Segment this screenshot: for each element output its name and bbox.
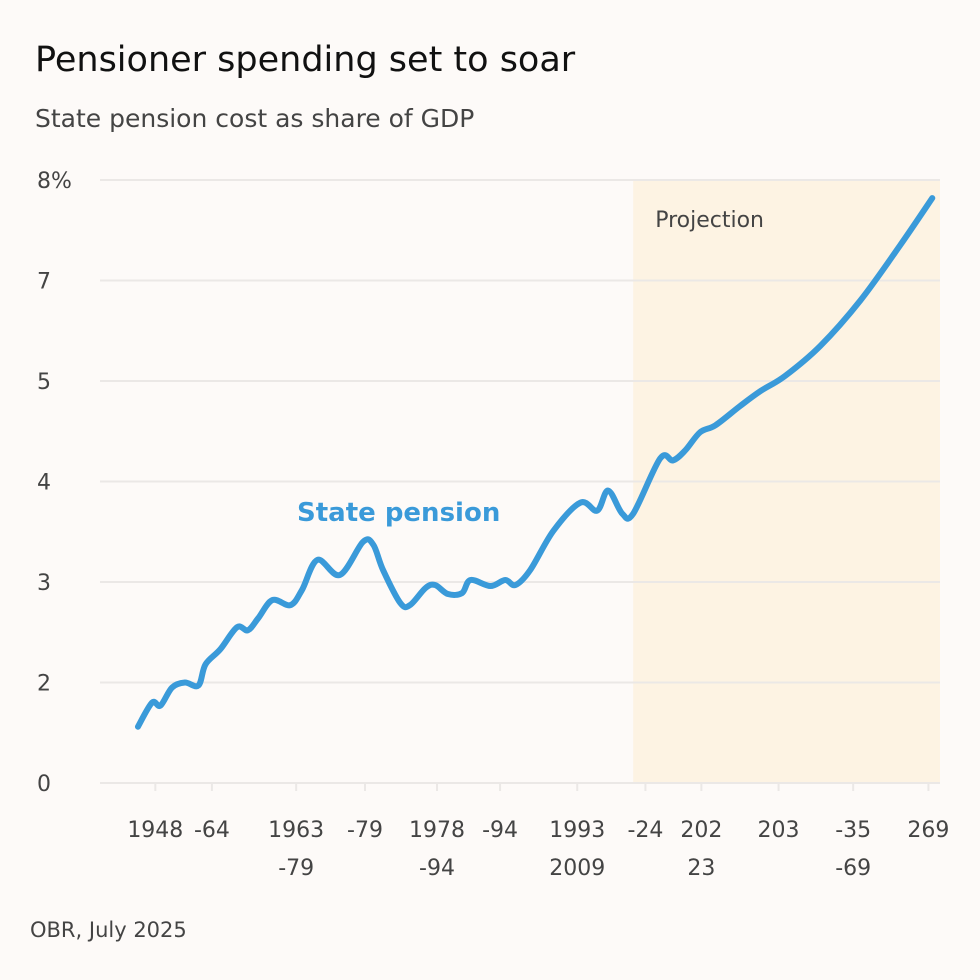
y-tick-label: 5 bbox=[37, 370, 51, 395]
x-tick-label: 203 bbox=[758, 818, 800, 843]
series-label: State pension bbox=[297, 498, 500, 528]
x-tick-label: 1993 bbox=[549, 818, 605, 843]
x-tick-label: -35 bbox=[835, 818, 871, 843]
x-tick-label: 1963 bbox=[268, 818, 324, 843]
y-tick-label: 3 bbox=[37, 571, 51, 596]
x-tick-label: -94 bbox=[419, 856, 455, 881]
projection-label: Projection bbox=[655, 208, 764, 233]
x-tick-label: -24 bbox=[627, 818, 663, 843]
x-tick-label: -69 bbox=[835, 856, 871, 881]
y-tick-label: 4 bbox=[37, 471, 51, 496]
x-tick-label: 23 bbox=[687, 856, 715, 881]
y-tick-label: 7 bbox=[37, 270, 51, 295]
y-tick-label: 0 bbox=[37, 772, 51, 797]
x-tick-label: -64 bbox=[194, 818, 230, 843]
x-tick-label: -79 bbox=[347, 818, 383, 843]
y-tick-label: 8% bbox=[37, 169, 72, 194]
x-tick-label: -94 bbox=[482, 818, 518, 843]
x-tick-label: 1948 bbox=[127, 818, 183, 843]
x-tick-label: 202 bbox=[680, 818, 722, 843]
chart-title: Pensioner spending set to soar bbox=[35, 40, 576, 80]
x-tick-label: 269 bbox=[907, 818, 949, 843]
source-note: OBR, July 2025 bbox=[30, 918, 187, 942]
series-line bbox=[134, 195, 936, 730]
x-tick-label: 2009 bbox=[549, 856, 605, 881]
chart-subtitle: State pension cost as share of GDP bbox=[35, 104, 475, 133]
y-tick-label: 2 bbox=[37, 672, 51, 697]
x-tick-label: 1978 bbox=[409, 818, 465, 843]
x-tick-label: -79 bbox=[278, 856, 314, 881]
